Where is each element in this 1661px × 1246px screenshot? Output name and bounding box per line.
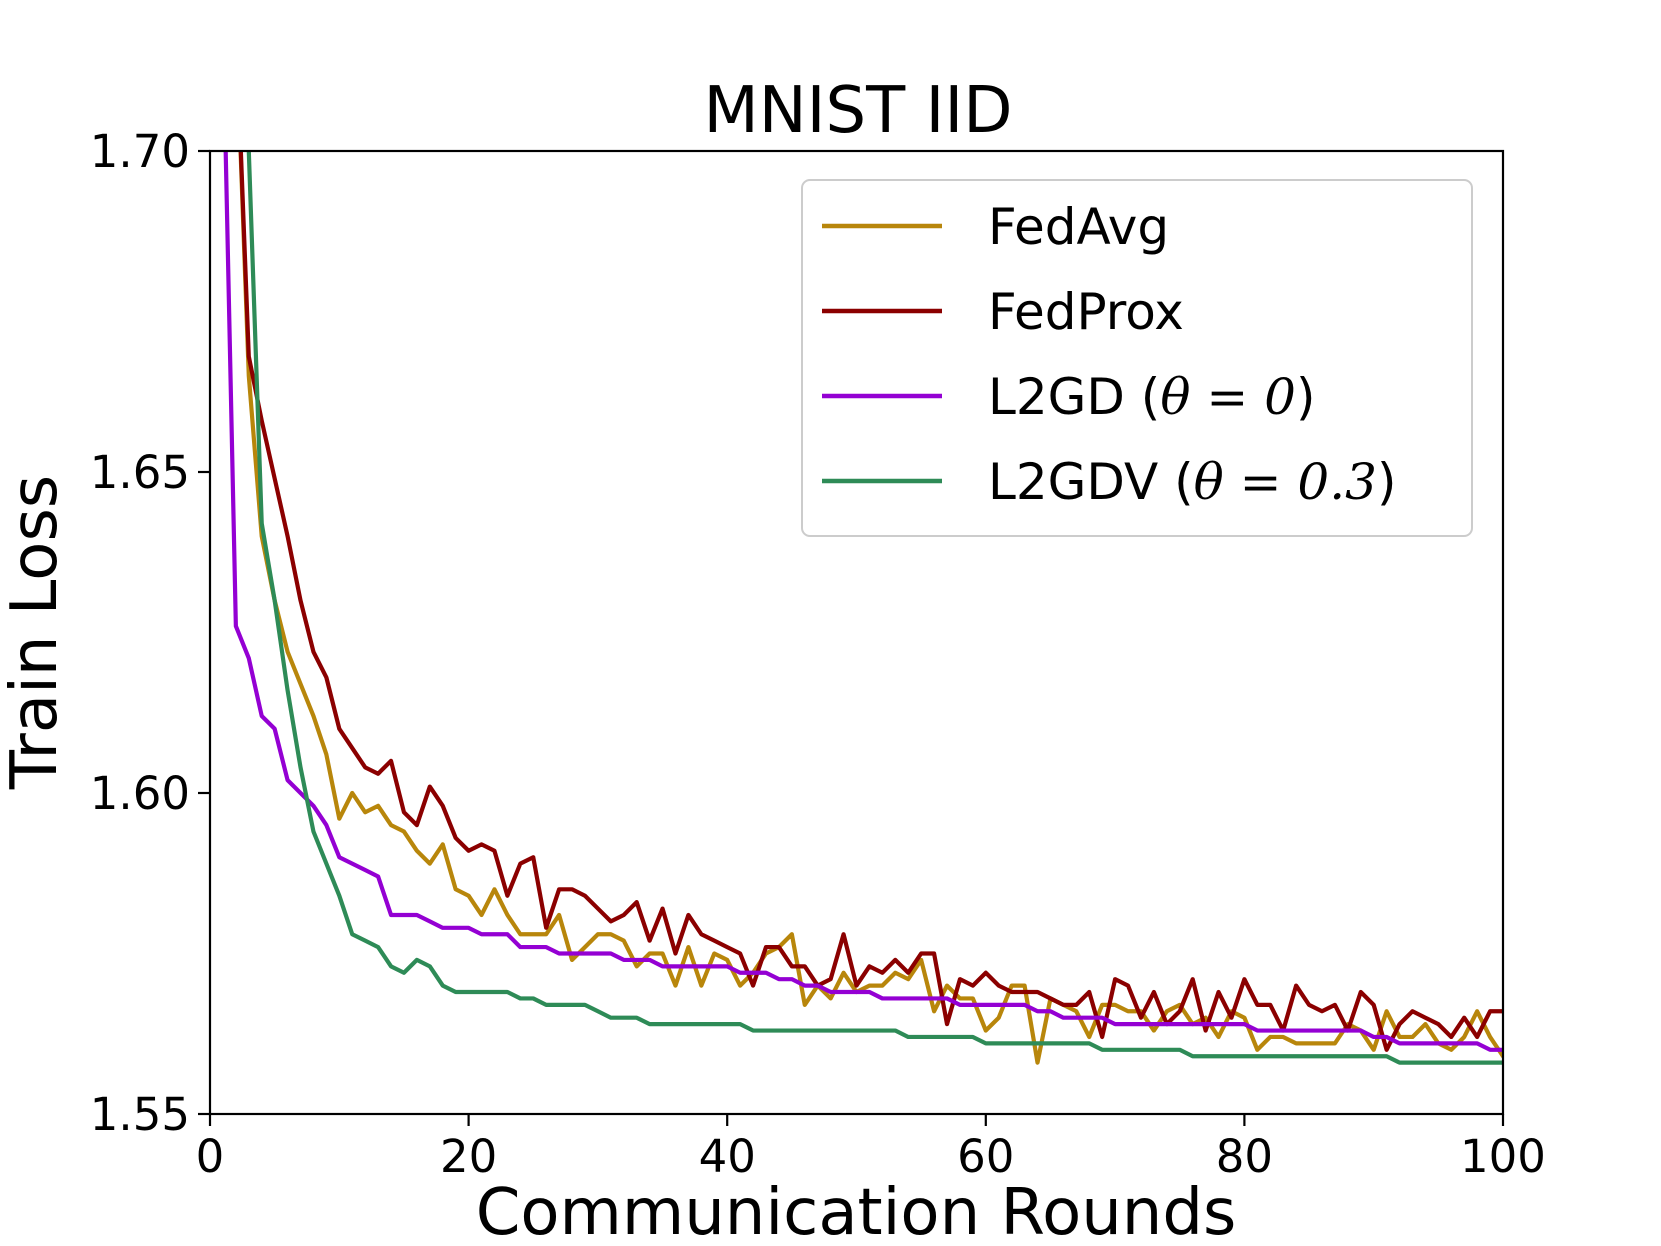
x-tick-label: 20 <box>440 1130 497 1183</box>
y-tick-label: 1.55 <box>90 1088 190 1141</box>
series-line-1 <box>238 151 1503 1065</box>
legend-label-1: FedAvg <box>988 198 1169 256</box>
series-line-2 <box>238 151 1503 1052</box>
legend-label-4: L2GDV (θ = 0.3) <box>988 453 1396 511</box>
series-line-4 <box>246 151 1503 1065</box>
x-tick-label: 80 <box>1216 1130 1273 1183</box>
y-axis: 1.55 1.60 1.65 1.70 <box>90 125 210 1141</box>
y-tick-label: 1.65 <box>90 446 190 499</box>
x-axis: 0 20 40 60 80 100 <box>196 1114 1546 1183</box>
x-tick-label: 100 <box>1460 1130 1546 1183</box>
y-axis-label: Train Loss <box>0 475 72 790</box>
x-tick-label: 0 <box>196 1130 225 1183</box>
legend-box <box>801 179 1473 537</box>
plot-area-frame <box>208 149 1505 1116</box>
series-line-3 <box>223 151 1503 1052</box>
x-tick-label: 40 <box>699 1130 756 1183</box>
legend-label-3: L2GD (θ = 0) <box>988 368 1315 426</box>
x-tick-label: 60 <box>957 1130 1014 1183</box>
series-layer <box>223 151 1503 1065</box>
x-axis-label: Communication Rounds <box>476 1176 1237 1246</box>
chart-title: MNIST IID <box>703 74 1012 148</box>
y-tick-label: 1.60 <box>90 767 190 820</box>
legend: FedAvg FedProx L2GD (θ = 0) L2GDV (θ = 0.3) <box>801 179 1473 537</box>
y-tick-label: 1.70 <box>90 125 190 178</box>
legend-label-2: FedProx <box>988 283 1184 341</box>
